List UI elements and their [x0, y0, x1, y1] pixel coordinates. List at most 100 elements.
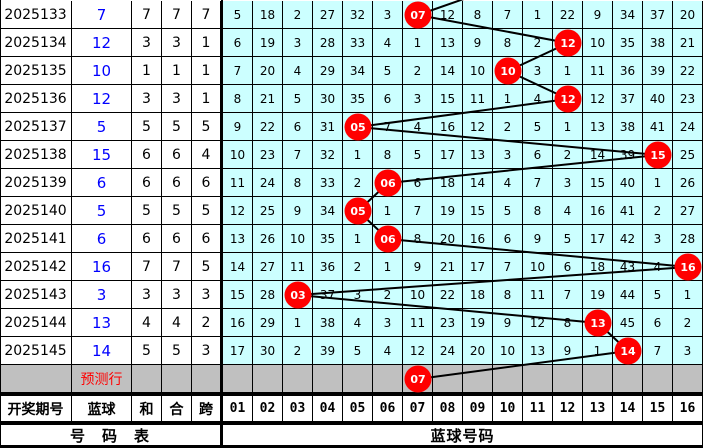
period-cell: 2025136	[0, 85, 72, 113]
miss-count-cell: 33	[343, 29, 373, 57]
period-cell: 2025142	[0, 253, 72, 281]
header-number[interactable]: 12	[553, 396, 583, 422]
miss-count-cell: 37	[643, 1, 673, 29]
miss-count-cell: 8	[493, 281, 523, 309]
miss-count-cell: 8	[373, 141, 403, 169]
combine-cell: 1	[162, 57, 192, 85]
miss-count-cell: 4	[373, 337, 403, 365]
predict-cell	[343, 365, 373, 393]
combine-cell: 3	[162, 281, 192, 309]
header-number[interactable]: 14	[613, 396, 643, 422]
miss-count-cell: 1	[583, 337, 613, 365]
miss-count-cell: 1	[343, 225, 373, 253]
predict-cell	[583, 365, 613, 393]
miss-count-cell: 42	[613, 225, 643, 253]
header-number[interactable]: 02	[253, 396, 283, 422]
blue-cell: 5	[72, 113, 132, 141]
miss-count-cell: 10	[223, 141, 253, 169]
miss-count-cell: 20	[463, 337, 493, 365]
predict-cell	[523, 365, 553, 393]
combine-cell: 5	[162, 337, 192, 365]
miss-count-cell: 3	[493, 141, 523, 169]
span-cell: 7	[192, 1, 221, 29]
miss-count-cell: 6	[373, 85, 403, 113]
period-cell: 2025143	[0, 281, 72, 309]
miss-count-cell: 17	[223, 337, 253, 365]
miss-count-cell: 32	[313, 141, 343, 169]
miss-count-cell: 5	[523, 113, 553, 141]
divider	[0, 0, 1, 448]
miss-count-cell: 12	[403, 337, 433, 365]
header-number[interactable]: 08	[433, 396, 463, 422]
period-cell: 2025140	[0, 197, 72, 225]
blue-cell: 16	[72, 253, 132, 281]
divider	[0, 446, 703, 448]
miss-count-cell: 24	[433, 337, 463, 365]
miss-count-cell: 39	[643, 57, 673, 85]
miss-count-cell: 5	[403, 141, 433, 169]
ball-circle	[674, 253, 702, 281]
miss-count-cell: 3	[343, 281, 373, 309]
ball-circle	[404, 1, 432, 29]
blue-cell: 3	[72, 281, 132, 309]
miss-count-cell: 5	[553, 225, 583, 253]
header-number[interactable]: 03	[283, 396, 313, 422]
header-number[interactable]: 05	[343, 396, 373, 422]
miss-count-cell: 44	[613, 281, 643, 309]
miss-count-cell: 2	[493, 113, 523, 141]
miss-count-cell: 3	[643, 225, 673, 253]
miss-count-cell: 32	[343, 1, 373, 29]
period-cell: 2025135	[0, 57, 72, 85]
divider	[0, 393, 703, 396]
blue-ball-hit: 13	[584, 309, 612, 337]
header-number[interactable]: 01	[223, 396, 253, 422]
miss-count-cell: 45	[613, 309, 643, 337]
miss-count-cell: 39	[613, 141, 643, 169]
miss-count-cell: 12	[433, 1, 463, 29]
combine-cell: 3	[162, 29, 192, 57]
header-number[interactable]: 13	[583, 396, 613, 422]
header-number[interactable]: 09	[463, 396, 493, 422]
miss-count-cell: 2	[643, 197, 673, 225]
miss-count-cell: 23	[253, 141, 283, 169]
header-number[interactable]: 15	[643, 396, 673, 422]
miss-count-cell: 2	[343, 253, 373, 281]
miss-count-cell: 38	[613, 113, 643, 141]
blue-ball-hit: 07	[404, 365, 432, 393]
miss-count-cell: 13	[223, 225, 253, 253]
miss-count-cell: 13	[463, 141, 493, 169]
sum-cell: 6	[132, 141, 162, 169]
ball-number: 05	[350, 121, 365, 134]
combine-cell: 5	[162, 113, 192, 141]
miss-count-cell: 4	[343, 309, 373, 337]
miss-count-cell: 7	[523, 169, 553, 197]
period-cell: 2025134	[0, 29, 72, 57]
blue-cell: 15	[72, 141, 132, 169]
miss-count-cell: 35	[313, 225, 343, 253]
sum-cell: 4	[132, 309, 162, 337]
header-number[interactable]: 10	[493, 396, 523, 422]
miss-count-cell: 15	[223, 281, 253, 309]
miss-count-cell: 1	[553, 57, 583, 85]
header-number[interactable]: 11	[523, 396, 553, 422]
header-number[interactable]: 06	[373, 396, 403, 422]
header-blue-label: 蓝球	[72, 396, 132, 422]
miss-count-cell: 17	[583, 225, 613, 253]
sum-cell: 6	[132, 169, 162, 197]
span-cell: 5	[192, 197, 221, 225]
trend-line	[297, 266, 689, 296]
miss-count-cell: 15	[463, 197, 493, 225]
predict-cell	[253, 365, 283, 393]
ball-circle	[374, 225, 402, 253]
header-number[interactable]: 07	[403, 396, 433, 422]
sum-cell: 1	[132, 57, 162, 85]
miss-count-cell: 7	[493, 253, 523, 281]
miss-count-cell: 5	[283, 85, 313, 113]
miss-count-cell: 26	[253, 225, 283, 253]
trend-line	[387, 154, 659, 184]
span-cell: 2	[192, 309, 221, 337]
blue-ball-hit: 06	[374, 169, 402, 197]
ball-number: 06	[380, 233, 396, 246]
predict-empty-cell	[0, 365, 72, 393]
header-number[interactable]: 04	[313, 396, 343, 422]
